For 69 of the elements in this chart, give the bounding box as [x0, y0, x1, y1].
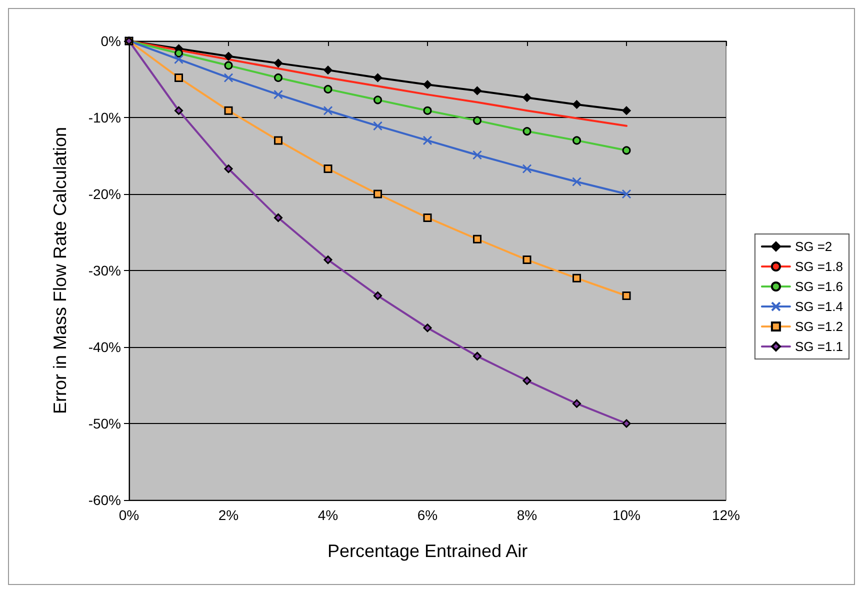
y-tick-label: -30%: [88, 262, 121, 278]
point: [572, 100, 581, 109]
point: [324, 84, 332, 94]
point: [224, 52, 233, 61]
point: [423, 213, 432, 222]
point: [572, 177, 582, 187]
point: [423, 80, 432, 89]
point: [374, 291, 382, 300]
x-tick-label: 12%: [712, 507, 740, 523]
legend-label: SG =1.4: [794, 299, 844, 314]
point: [473, 352, 482, 360]
point: [274, 213, 282, 222]
point: [274, 136, 282, 145]
point: [473, 86, 482, 95]
point: [274, 90, 283, 100]
point: [373, 121, 382, 131]
point: [374, 190, 382, 198]
y-tick-label: -20%: [88, 186, 121, 202]
point: [422, 136, 432, 146]
point: [374, 73, 382, 82]
point: [473, 234, 482, 244]
x-tick-label: 10%: [612, 507, 641, 523]
point: [423, 324, 432, 332]
point: [572, 399, 581, 408]
point: [324, 164, 332, 174]
point: [224, 164, 233, 174]
point: [374, 96, 382, 104]
y-axis-title: Error in Mass Flow Rate Calculation: [50, 126, 70, 414]
x-tick-label: 8%: [516, 507, 538, 523]
point: [323, 106, 333, 116]
x-tick-label: 4%: [318, 507, 338, 523]
y-tick-label: -60%: [88, 492, 121, 508]
point: [174, 73, 183, 82]
y-tick-label: -40%: [88, 339, 121, 355]
point: [522, 256, 532, 264]
y-tick-label: -50%: [88, 416, 121, 432]
point: [224, 106, 233, 115]
point: [274, 58, 282, 68]
point: [572, 136, 581, 145]
point: [522, 376, 532, 385]
point: [522, 164, 532, 174]
y-tick-label: 0%: [100, 33, 121, 49]
point: [572, 274, 581, 282]
y-tick-label: -10%: [88, 110, 121, 126]
legend-label: SG =1.8: [794, 259, 844, 274]
legend-label: SG =1.6: [794, 279, 844, 294]
point: [522, 93, 532, 102]
point: [324, 256, 332, 264]
point: [324, 66, 332, 74]
point: [473, 116, 482, 125]
legend-label: SG =2: [794, 239, 832, 254]
point: [174, 54, 184, 64]
point: [174, 106, 183, 115]
x-tick-label: 2%: [218, 507, 239, 523]
point: [224, 72, 234, 82]
point: [522, 127, 532, 136]
legend-label: SG =1.1: [794, 339, 844, 354]
legend-label: SG =1.2: [794, 319, 844, 334]
point: [622, 419, 631, 428]
x-tick-label: 0%: [118, 507, 140, 523]
point: [622, 291, 631, 300]
point: [224, 61, 233, 70]
point: [622, 106, 631, 115]
point: [472, 150, 482, 160]
point: [423, 106, 432, 115]
x-tick-label: 6%: [417, 507, 438, 523]
x-axis-title: Percentage Entrained Air: [327, 541, 528, 561]
point: [622, 146, 631, 155]
point: [274, 73, 282, 82]
